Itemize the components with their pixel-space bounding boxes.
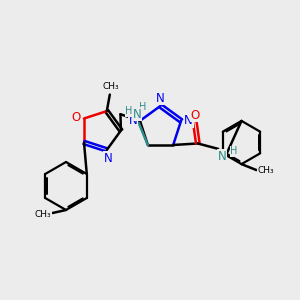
Text: O: O	[71, 110, 80, 124]
Text: N: N	[133, 108, 142, 121]
Text: H: H	[230, 146, 238, 156]
Text: CH₃: CH₃	[102, 82, 119, 91]
Text: N: N	[156, 92, 165, 105]
Text: H: H	[139, 102, 146, 112]
Text: CH₃: CH₃	[257, 166, 274, 175]
Text: N: N	[104, 152, 113, 165]
Text: O: O	[190, 109, 200, 122]
Text: N: N	[218, 150, 226, 163]
Text: CH₃: CH₃	[34, 210, 51, 219]
Text: N: N	[129, 114, 138, 127]
Text: H: H	[125, 106, 133, 116]
Text: N: N	[184, 114, 193, 127]
